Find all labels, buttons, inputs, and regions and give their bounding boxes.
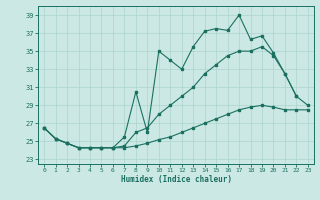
X-axis label: Humidex (Indice chaleur): Humidex (Indice chaleur) (121, 175, 231, 184)
